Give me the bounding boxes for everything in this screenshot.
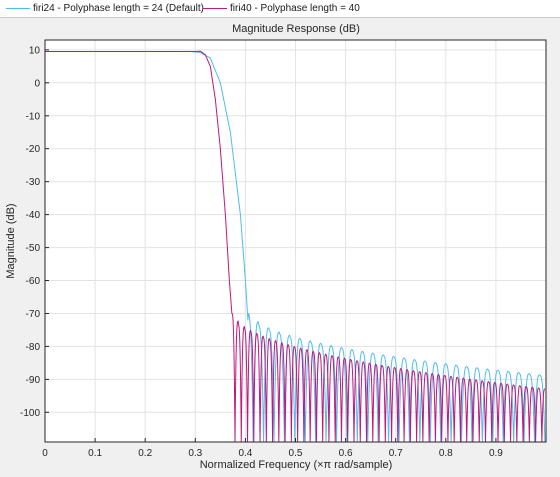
y-tick-label: 0: [34, 78, 40, 89]
x-tick-label: 0.5: [289, 448, 303, 459]
ticks: 0 0.1 0.2 0.3 0.4 0.5 0.6 0.7 0.8 0.9 10 0 -10 -20 -30…: [20, 45, 503, 459]
series-group: [45, 50, 546, 443]
y-tick-label: -30: [26, 177, 41, 188]
legend-label-firi40: firi40 - Polyphase length = 40: [230, 3, 360, 14]
x-axis-label: Normalized Frequency (×π rad/sample): [200, 459, 393, 471]
y-axis-label: Magnitude (dB): [5, 203, 17, 278]
x-tick-label: 0.8: [439, 448, 453, 459]
y-tick-label: -50: [26, 243, 41, 254]
x-tick-label: 0.9: [489, 448, 503, 459]
series-line-firi24: [45, 51, 546, 443]
x-tick-label: 0.1: [88, 448, 102, 459]
legend-swatch-firi40: [203, 8, 227, 9]
y-tick-label: -70: [26, 309, 41, 320]
legend-item-firi40[interactable]: firi40 - Polyphase length = 40: [203, 1, 360, 16]
legend-item-firi24[interactable]: firi24 - Polyphase length = 24 (Default): [6, 1, 204, 16]
legend-swatch-firi24: [6, 8, 30, 9]
magnitude-response-chart: Magnitude Response (dB) 0 0.1 0.2 0.3 0.4 0.5…: [5, 23, 547, 471]
y-tick-label: -80: [26, 342, 41, 353]
y-tick-label: -10: [26, 111, 41, 122]
series-line-firi40: [45, 50, 546, 443]
y-tick-label: 10: [29, 45, 41, 56]
x-tick-label: 0.2: [138, 448, 152, 459]
y-tick-label: -60: [26, 276, 41, 287]
x-tick-label: 0.4: [238, 448, 252, 459]
x-tick-label: 0.3: [188, 448, 202, 459]
y-tick-label: -90: [26, 375, 41, 386]
x-tick-label: 0.6: [339, 448, 353, 459]
chart-title: Magnitude Response (dB): [232, 23, 360, 35]
x-tick-label: 0: [42, 448, 48, 459]
y-tick-label: -100: [20, 408, 40, 419]
legend: firi24 - Polyphase length = 24 (Default)…: [0, 0, 560, 18]
y-tick-label: -20: [26, 144, 41, 155]
x-tick-label: 0.7: [389, 448, 403, 459]
y-tick-label: -40: [26, 210, 41, 221]
legend-label-firi24: firi24 - Polyphase length = 24 (Default): [33, 3, 204, 14]
